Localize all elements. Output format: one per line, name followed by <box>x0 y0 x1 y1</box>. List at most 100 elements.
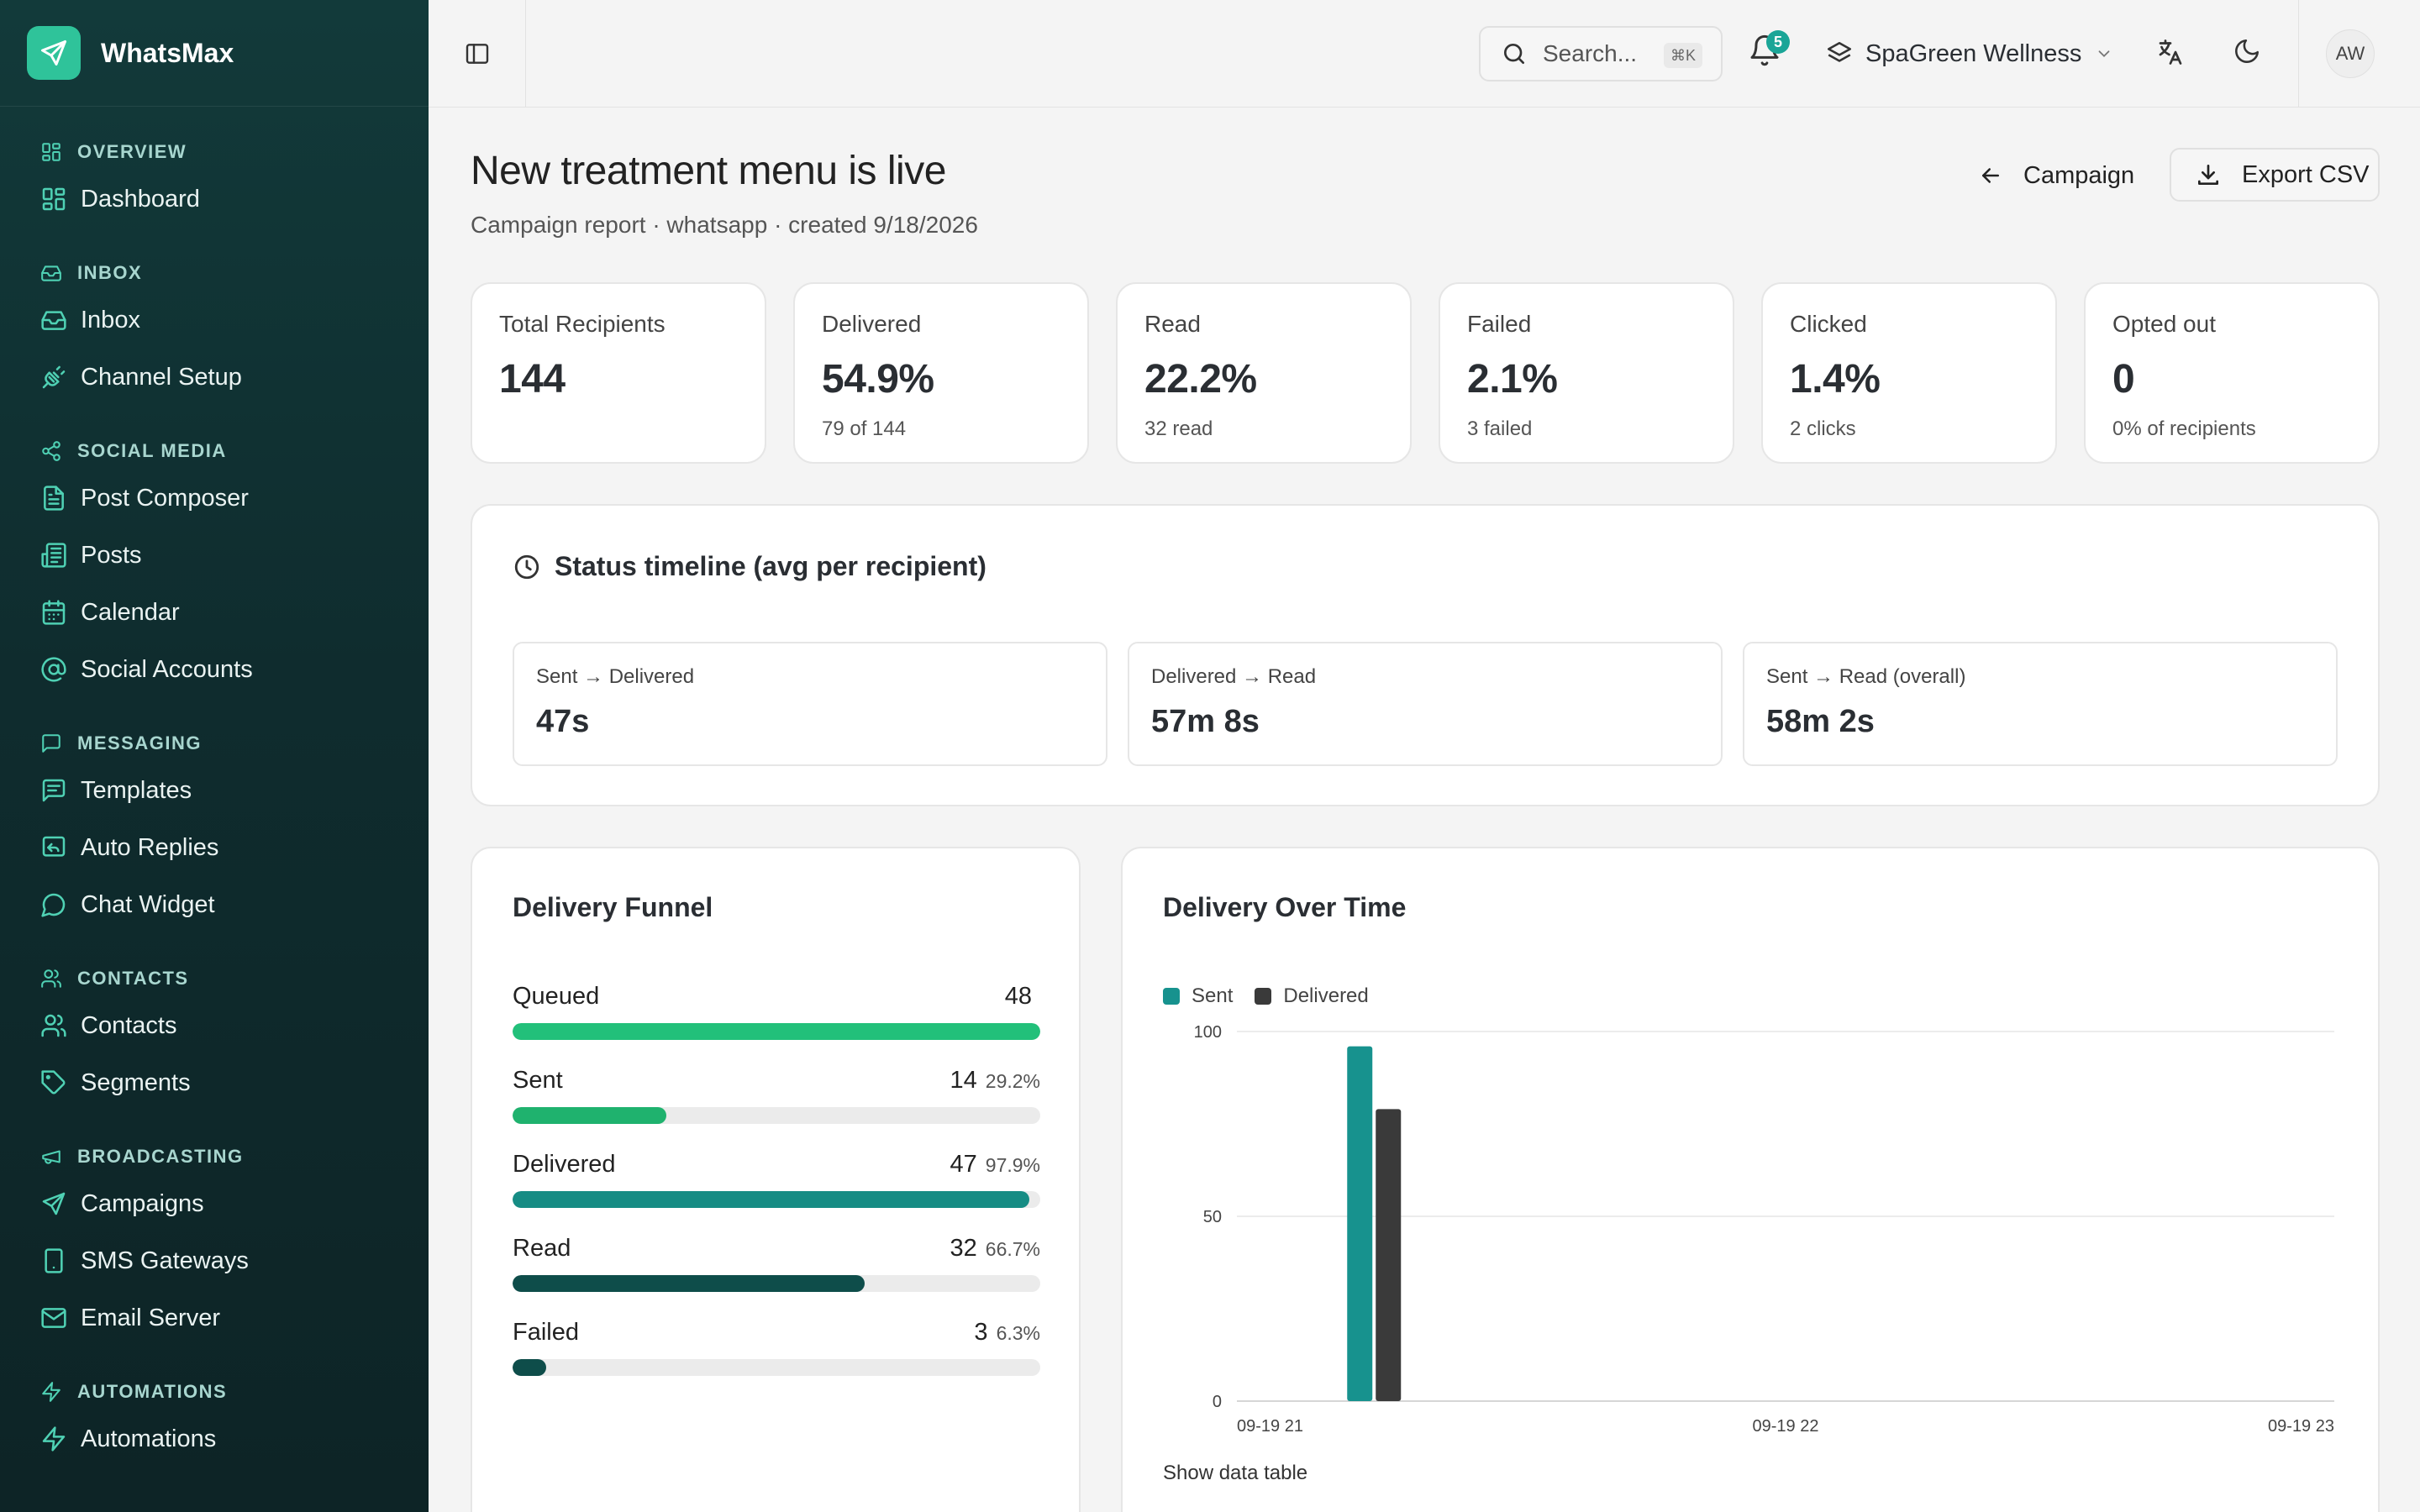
timeline-title: Status timeline (avg per recipient) <box>513 551 986 582</box>
sidebar-item-email-server[interactable]: Email Server <box>0 1289 429 1347</box>
export-label: Export CSV <box>2242 160 2370 188</box>
export-csv-button[interactable]: Export CSV <box>2170 148 2380 202</box>
funnel-label: Delivered <box>513 1151 616 1178</box>
timeline-sent-delivered: Sent → Delivered 47s <box>513 642 1107 766</box>
show-data-table-link[interactable]: Show data table <box>1163 1462 1308 1484</box>
sidebar-section-messaging: MESSAGING <box>0 725 429 762</box>
funnel-progress-fill <box>513 1359 546 1376</box>
stat-sub: 2 clicks <box>1790 417 1856 440</box>
sidebar-item-label: Contacts <box>81 1011 177 1039</box>
at-sign-icon <box>41 657 66 682</box>
send-icon <box>27 26 81 80</box>
sidebar-item-social-accounts[interactable]: Social Accounts <box>0 641 429 698</box>
stat-label: Failed <box>1467 311 1532 337</box>
funnel-count: 14 <box>950 1067 977 1094</box>
layout-grid-icon <box>42 143 60 161</box>
funnel-percent: 66.7% <box>985 1238 1040 1260</box>
bar-sent <box>1347 1046 1373 1401</box>
funnel-label: Sent <box>513 1067 563 1094</box>
delivery-funnel-panel: Delivery Funnel Queued 48 Sent 14 29.2% Deliv… <box>471 847 1081 1512</box>
avatar[interactable]: AW <box>2326 29 2375 78</box>
arrow-left-icon <box>1982 168 1999 183</box>
clock-icon <box>514 554 539 579</box>
sidebar-item-campaigns[interactable]: Campaigns <box>0 1175 429 1232</box>
file-text-icon <box>44 486 64 511</box>
sidebar-item-label: Social Accounts <box>81 655 253 683</box>
funnel-percent: 29.2% <box>985 1070 1040 1092</box>
sidebar-toggle-button[interactable] <box>429 0 526 107</box>
theme-toggle-button[interactable] <box>2233 37 2266 71</box>
timeline-value: 47s <box>536 704 590 739</box>
timeline-delivered-read: Delivered → Read 57m 8s <box>1128 642 1723 766</box>
funnel-row-read: Read 32 66.7% <box>513 1235 1040 1292</box>
x-tick-label: 09-19 22 <box>1753 1417 1819 1436</box>
sidebar-item-dashboard[interactable]: Dashboard <box>0 171 429 228</box>
stat-label: Read <box>1144 311 1201 337</box>
inbox-icon <box>41 265 61 281</box>
sidebar-item-chat-widget[interactable]: Chat Widget <box>0 876 429 933</box>
topbar: Search... ⌘K 5 SpaGreen Wellness AW <box>429 0 2420 108</box>
workspace-name: SpaGreen Wellness <box>1865 39 2082 67</box>
funnel-percent: 97.9% <box>985 1154 1040 1176</box>
sidebar-item-label: Email Server <box>81 1304 220 1331</box>
sidebar-item-contacts[interactable]: Contacts <box>0 997 429 1054</box>
stat-sub: 79 of 144 <box>822 417 907 440</box>
panel-left-icon <box>466 43 488 64</box>
sidebar-section-label: AUTOMATIONS <box>77 1381 228 1402</box>
funnel-progress-track <box>513 1191 1040 1208</box>
stat-sub: 32 read <box>1144 417 1213 440</box>
timeline-sent-read-overall: Sent → Read (overall) 58m 2s <box>1743 642 2338 766</box>
x-tick-label: 09-19 23 <box>2268 1417 2334 1436</box>
stat-label: Total Recipients <box>499 311 666 337</box>
search-input[interactable]: Search... ⌘K <box>1479 26 1723 81</box>
funnel-label: Queued <box>513 983 600 1010</box>
funnel-title: Delivery Funnel <box>513 892 713 922</box>
sidebar-item-label: Chat Widget <box>81 890 215 918</box>
sidebar-item-label: Posts <box>81 541 142 569</box>
sidebar-item-label: Calendar <box>81 598 180 626</box>
page-subtitle: Campaign report · whatsapp · created 9/1… <box>471 212 978 238</box>
sidebar-item-templates[interactable]: Templates <box>0 762 429 819</box>
sidebar-item-calendar[interactable]: Calendar <box>0 584 429 641</box>
stat-value: 2.1% <box>1467 357 1558 402</box>
language-button[interactable] <box>2155 37 2189 71</box>
workspace-switcher[interactable]: SpaGreen Wellness <box>1825 34 2113 74</box>
brand[interactable]: WhatsMax <box>0 0 429 107</box>
sidebar-item-label: Campaigns <box>81 1189 204 1217</box>
search-placeholder: Search... <box>1543 40 1638 66</box>
inbox-icon <box>41 311 66 330</box>
stat-card-opted-out: Opted out 0 0% of recipients <box>2084 282 2380 464</box>
sidebar-item-label: SMS Gateways <box>81 1247 249 1274</box>
chevron-down-icon <box>2098 50 2110 58</box>
sidebar-item-sms-gateways[interactable]: SMS Gateways <box>0 1232 429 1289</box>
sidebar-section-label: BROADCASTING <box>77 1146 244 1167</box>
sidebar-item-inbox[interactable]: Inbox <box>0 291 429 349</box>
sidebar-item-label: Channel Setup <box>81 363 242 391</box>
languages-icon <box>2159 39 2182 65</box>
x-tick-label: 09-19 21 <box>1237 1417 1303 1436</box>
back-to-campaign-button[interactable]: Campaign <box>1978 148 2134 203</box>
funnel-count: 48 <box>1004 983 1032 1010</box>
funnel-label: Read <box>513 1235 571 1262</box>
sidebar-item-auto-replies[interactable]: Auto Replies <box>0 819 429 876</box>
stat-label: Opted out <box>2112 311 2216 337</box>
sidebar-item-post-composer[interactable]: Post Composer <box>0 470 429 527</box>
delivery-chart: 0 50 100 09-19 21 09-19 22 09-19 23 <box>1194 1023 2334 1436</box>
stat-label: Delivered <box>822 311 922 337</box>
sidebar-item-posts[interactable]: Posts <box>0 527 429 584</box>
message-lines-icon <box>42 779 66 802</box>
newspaper-icon <box>41 543 66 568</box>
chart-title: Delivery Over Time <box>1163 892 1407 922</box>
stat-value: 1.4% <box>1790 357 1881 402</box>
funnel-values: 48 <box>1005 983 1040 1011</box>
sidebar-item-segments[interactable]: Segments <box>0 1054 429 1111</box>
funnel-progress-fill <box>513 1191 1029 1208</box>
funnel-row-sent: Sent 14 29.2% <box>513 1067 1040 1124</box>
timeline-label: Delivered → Read <box>1151 665 1317 688</box>
sidebar-item-automations[interactable]: Automations <box>0 1410 429 1467</box>
legend-item-delivered: Delivered <box>1255 984 1369 1008</box>
legend-item-sent: Sent <box>1163 984 1233 1008</box>
sidebar-item-channel-setup[interactable]: Channel Setup <box>0 349 429 406</box>
stat-card-clicked: Clicked 1.4% 2 clicks <box>1761 282 2057 464</box>
funnel-row-failed: Failed 3 6.3% <box>513 1319 1040 1376</box>
